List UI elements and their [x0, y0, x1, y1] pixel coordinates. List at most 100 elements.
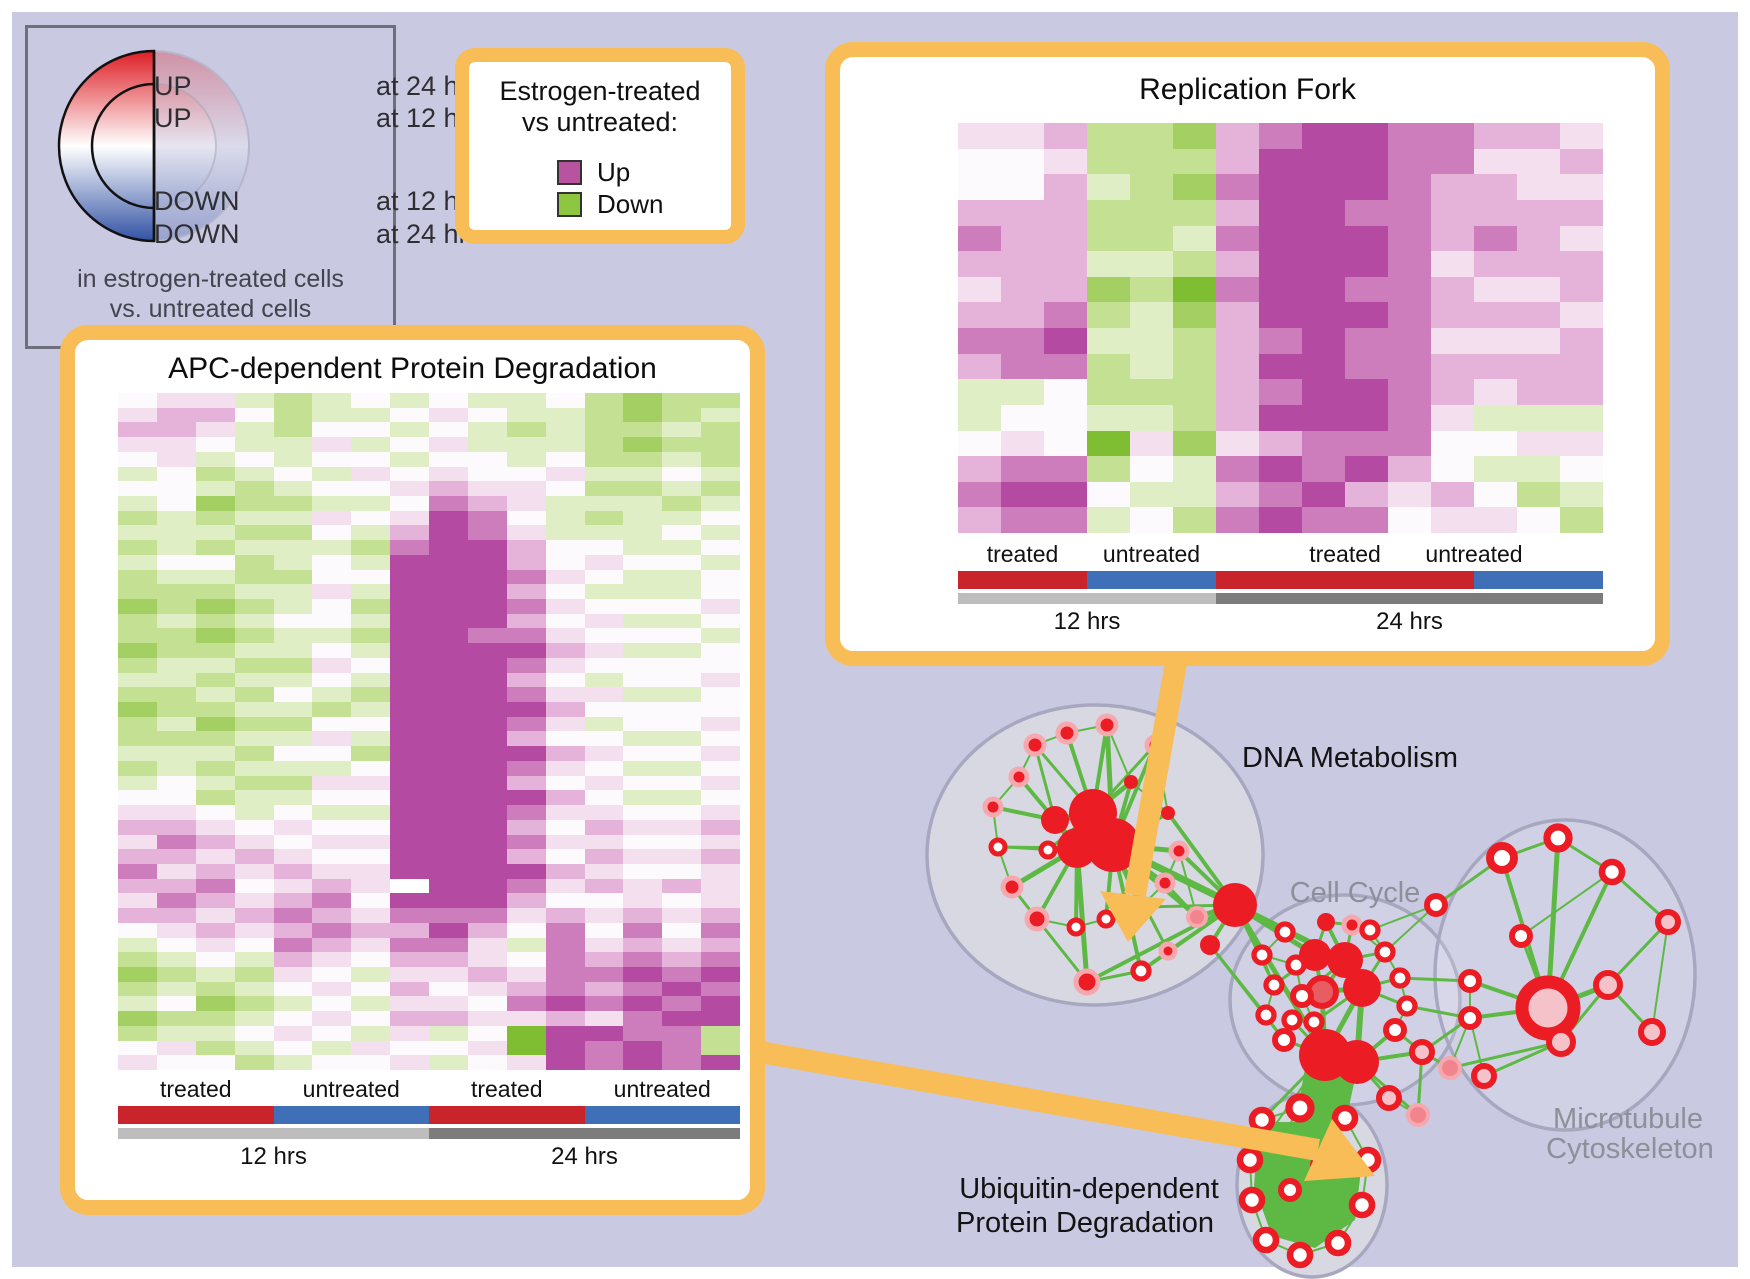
heatmap-cell [1388, 276, 1431, 303]
network-node [1376, 1085, 1402, 1111]
heatmap-cell [1431, 404, 1474, 431]
heatmap-cell [1259, 199, 1302, 226]
annotation-arrow-shaft [1124, 650, 1189, 897]
heatmap-cell [623, 937, 663, 953]
network-node [1066, 917, 1086, 937]
heatmap-cell [312, 981, 352, 997]
heatmap-cell [390, 643, 429, 658]
heatmap-cell [390, 687, 429, 703]
heatmap-cell [195, 657, 235, 673]
heatmap-cell [958, 199, 1001, 226]
network-node [1383, 1018, 1407, 1042]
heatmap-cell [390, 599, 429, 614]
heatmap-cell [156, 599, 196, 614]
heatmap-cell [429, 878, 468, 894]
heatmap-cell [623, 613, 663, 629]
heatmap-cell [506, 922, 546, 938]
heatmap-cell [584, 1011, 624, 1026]
heatmap-cell [1044, 123, 1087, 149]
heatmap-cell [545, 1011, 585, 1026]
heatmap-cell [701, 554, 740, 570]
heatmap-cell [1216, 123, 1259, 149]
heatmap-cell [195, 819, 235, 835]
replication-fork-heatmap [958, 123, 1603, 533]
heatmap-cell [234, 805, 274, 820]
condition-bar-segment [273, 1106, 429, 1124]
heatmap-cell [234, 672, 274, 688]
heatmap-cell [958, 148, 1001, 175]
heatmap-cell [390, 716, 429, 732]
heatmap-cell [156, 407, 196, 423]
heatmap-cell [390, 1025, 429, 1041]
heatmap-cell [156, 775, 196, 791]
heatmap-cell [1173, 328, 1216, 354]
network-node [1023, 733, 1047, 757]
heatmap-cell [234, 540, 274, 555]
heatmap-cell [351, 510, 391, 526]
heatmap-cell [1560, 148, 1603, 175]
heatmap-cell [662, 893, 702, 909]
heatmap-cell [467, 1055, 507, 1070]
time-label: 12 hrs [1053, 608, 1121, 635]
heatmap-cell [506, 702, 546, 717]
heatmap-cell [584, 790, 624, 806]
heatmap-cell [701, 510, 740, 526]
heatmap-cell [467, 451, 507, 467]
heatmap-cell [234, 554, 274, 570]
heatmap-cell [1431, 225, 1474, 252]
condition-label: untreated [302, 1076, 400, 1102]
heatmap-cell [390, 672, 429, 688]
heatmap-cell [1302, 456, 1345, 482]
heatmap-cell [234, 687, 274, 703]
heatmap-cell [1388, 123, 1431, 149]
heatmap-cell [467, 613, 507, 629]
heatmap-cell [234, 1055, 274, 1070]
heatmap-cell [156, 422, 196, 438]
condition-bar-segment [118, 1106, 274, 1124]
heatmap-cell [156, 760, 196, 776]
heatmap-cell [1474, 507, 1517, 533]
heatmap-cell [195, 1011, 235, 1026]
heatmap-cell [195, 775, 235, 791]
heatmap-cell [390, 525, 429, 541]
heatmap-cell [118, 849, 157, 864]
heatmap-cell [662, 643, 702, 658]
heatmap-cell [1130, 404, 1173, 431]
heatmap-cell [545, 819, 585, 835]
heatmap-cell [195, 1025, 235, 1041]
heatmap-cell [1302, 148, 1345, 175]
heatmap-cell [623, 599, 663, 614]
heatmap-cell [506, 451, 546, 467]
heatmap-cell [506, 834, 546, 850]
heatmap-cell [118, 1025, 157, 1041]
heatmap-cell [1044, 251, 1087, 277]
heatmap-cell [1259, 225, 1302, 252]
heatmap-cell [273, 863, 313, 879]
heatmap-cell [390, 702, 429, 717]
heatmap-cell [312, 525, 352, 541]
heatmap-cell [1001, 456, 1044, 482]
heatmap-cell [701, 1025, 740, 1041]
heatmap-cell [1216, 328, 1259, 354]
heatmap-cell [623, 893, 663, 909]
heatmap-cell [351, 393, 391, 408]
heatmap-cell [429, 834, 468, 850]
heatmap-cell [195, 922, 235, 938]
network-node [1335, 1040, 1379, 1084]
heatmap-cell [118, 878, 157, 894]
heatmap-cell [506, 599, 546, 614]
heatmap-cell [156, 1011, 196, 1026]
heatmap-cell [701, 731, 740, 747]
heatmap-cell [351, 966, 391, 982]
heatmap-cell [662, 966, 702, 982]
heatmap-cell [351, 922, 391, 938]
heatmap-cell [584, 628, 624, 644]
heatmap-cell [118, 996, 157, 1012]
legend-word: DOWN [154, 219, 240, 249]
heatmap-cell [156, 496, 196, 511]
heatmap-cell [234, 510, 274, 526]
network-node [1655, 909, 1681, 935]
heatmap-cell [273, 481, 313, 497]
heatmap-cell [701, 525, 740, 541]
network-node [1055, 721, 1079, 745]
